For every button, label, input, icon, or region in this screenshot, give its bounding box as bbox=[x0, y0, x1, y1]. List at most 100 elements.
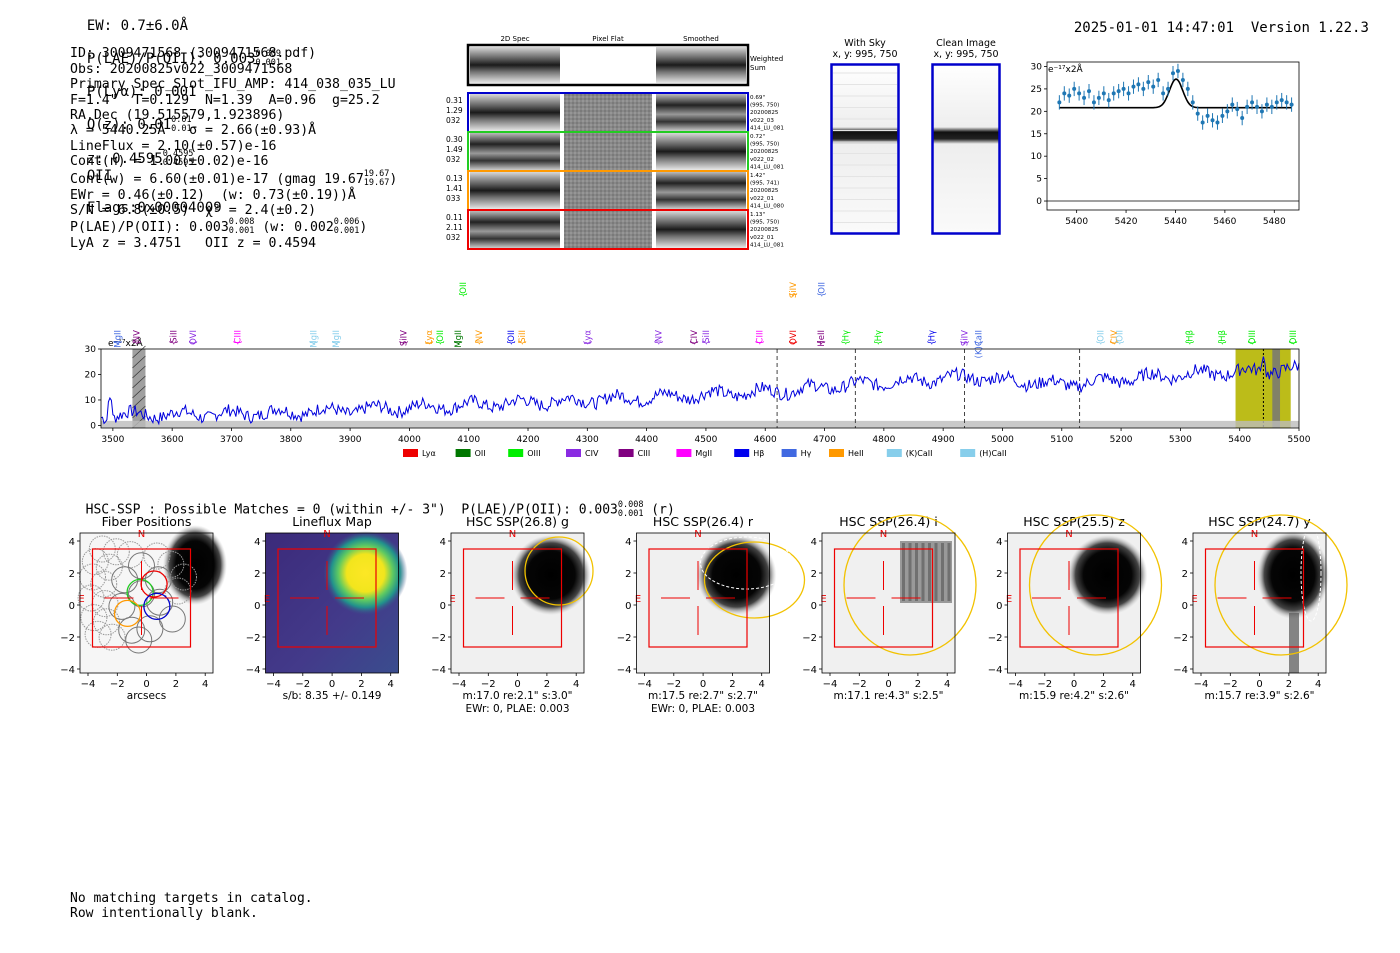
timestamp-version: 2025-01-01 14:47:01 Version 1.22.3 bbox=[1057, 4, 1369, 36]
cutout-right-label: 20200825 bbox=[750, 110, 779, 116]
hsc-caption-1: m:17.0 re:2.1" s:3.0" bbox=[463, 690, 573, 702]
fit-data-point bbox=[1255, 104, 1259, 109]
spectrum-line-brace: { bbox=[1289, 340, 1299, 345]
hsc-source-blob bbox=[696, 535, 777, 615]
hsc-ytick-label: −4 bbox=[1173, 665, 1188, 676]
spectrum-line-label: NV bbox=[475, 330, 485, 342]
fit-data-point bbox=[1205, 113, 1210, 118]
info-sn: S/N = 6.8(±0.5) χ² = 2.4(±0.2) bbox=[70, 203, 317, 219]
cutout-right-label: 0.69" bbox=[750, 95, 765, 101]
cutout-pixelflat bbox=[564, 172, 652, 209]
cutout-right-label: (995, 750) bbox=[750, 103, 779, 109]
hsc-xtick-label: 0 bbox=[143, 679, 149, 690]
hsc-bleed-stripe bbox=[921, 543, 925, 601]
with-sky-header: With Sky x, y: 995, 750 bbox=[825, 38, 905, 60]
fit-gaussian-curve bbox=[1059, 78, 1292, 109]
spectrum-line-brace: { bbox=[399, 340, 409, 345]
qz-upper: 0.01 bbox=[171, 115, 192, 125]
fiber-circle bbox=[125, 626, 153, 654]
fit-xtick-label: 5460 bbox=[1213, 217, 1236, 227]
hsc-xtick-label: 4 bbox=[573, 679, 579, 690]
spectrum-line-brace: { bbox=[332, 340, 342, 345]
z-upper: 0.4595 bbox=[162, 149, 194, 159]
detection-info: ID: 3009471568 (3009471568.pdf) Obs: 2020… bbox=[70, 31, 397, 267]
sum-label: Sum bbox=[750, 64, 766, 72]
spectrum-flux-line bbox=[100, 356, 1300, 426]
cutout-right-label: 0.72" bbox=[750, 134, 765, 140]
east-label: E bbox=[635, 594, 641, 605]
clean-coords: x, y: 995, 750 bbox=[933, 49, 999, 60]
hsc-caption-1: m:17.1 re:4.3" s:2.5" bbox=[834, 690, 944, 702]
spectrum-line-label: MgII bbox=[114, 330, 124, 348]
cutout-left-label: 0.11 bbox=[446, 213, 463, 222]
spectrum-line-brace: { bbox=[702, 340, 712, 345]
fit-unit-label: e⁻¹⁷x2Å bbox=[1048, 63, 1084, 75]
info-lambda: λ = 5440.25Å σ = 2.66(±0.93)Å bbox=[70, 123, 317, 139]
cutout-pixelflat bbox=[564, 211, 652, 248]
cutout-left-label: 0.31 bbox=[446, 96, 463, 105]
spectrum-line-brace: { bbox=[583, 340, 593, 345]
spectrum-xtick-label: 5500 bbox=[1288, 435, 1311, 445]
hsc-ytick-label: −2 bbox=[802, 633, 817, 644]
spectrum-xtick-label: 3500 bbox=[101, 435, 124, 445]
cutout-right-label: 1.42" bbox=[750, 173, 765, 179]
fit-data-point bbox=[1284, 100, 1289, 105]
fit-ytick-label: 10 bbox=[1031, 152, 1043, 162]
cutout-right-label: v022_03 bbox=[750, 118, 774, 124]
fit-data-point bbox=[1190, 100, 1195, 105]
spectrum-line-brace: { bbox=[874, 340, 884, 345]
cutout-left-label: 032 bbox=[446, 155, 461, 164]
spectrum-line-brace: { bbox=[1110, 340, 1120, 345]
spectrum-line-label: MgII bbox=[454, 330, 464, 348]
spectrum-line-label: OII bbox=[459, 282, 469, 294]
legend-label: CIII bbox=[638, 449, 651, 458]
east-label: E bbox=[78, 594, 84, 605]
east-label: E bbox=[264, 594, 270, 605]
hsc-source-blob bbox=[1067, 535, 1148, 615]
hsc-xtick-label: −2 bbox=[852, 679, 867, 690]
hsc-xtick-label: −4 bbox=[452, 679, 467, 690]
cutout-smoothed bbox=[656, 211, 746, 248]
hsc-caption-2: EWr: 0, PLAE: 0.003 bbox=[465, 703, 569, 715]
spectrum-line-brace: { bbox=[454, 340, 464, 345]
hsc-ytick-label: 2 bbox=[440, 569, 446, 580]
fit-data-point bbox=[1077, 91, 1082, 96]
hsc-caption-1: s/b: 8.35 +/- 0.149 bbox=[283, 690, 382, 702]
cutout-smoothed bbox=[656, 172, 746, 209]
spectrum-line-label: OVI bbox=[189, 330, 199, 345]
north-label: N bbox=[509, 529, 516, 540]
hsc-ytick-label: 4 bbox=[69, 537, 75, 548]
spectrum-line-brace: { bbox=[975, 340, 985, 345]
spectrum-line-brace: { bbox=[1248, 340, 1258, 345]
spectrum-xtick-label: 3900 bbox=[339, 435, 362, 445]
spectrum-line-label: NV bbox=[133, 330, 143, 342]
legend-swatch bbox=[960, 449, 976, 457]
hsc-panel-title: HSC SSP(26.4) r bbox=[653, 514, 754, 529]
hsc-xtick-label: −4 bbox=[1008, 679, 1023, 690]
spectrum-xtick-label: 5000 bbox=[991, 435, 1014, 445]
search-box bbox=[462, 548, 563, 648]
spectrum-line-brace: { bbox=[690, 340, 700, 345]
col-header-2dspec: 2D Spec bbox=[500, 35, 529, 43]
hsc-imaging-row: Fiber PositionsNE−44−22002−24−4arcsecsLi… bbox=[60, 514, 1348, 715]
hsc-xtick-label: 2 bbox=[358, 679, 364, 690]
hsc-summary-filter: (r) bbox=[651, 502, 675, 518]
spectrum-line-label: (K)CaII bbox=[975, 330, 985, 358]
fit-data-point bbox=[1146, 80, 1151, 85]
legend-swatch bbox=[403, 449, 418, 457]
fiber-circle bbox=[136, 615, 164, 643]
catalog-footer: No matching targets in catalog. Row inten… bbox=[70, 876, 313, 936]
hsc-xtick-label: −4 bbox=[1194, 679, 1209, 690]
plae-w-upper: 0.006 bbox=[333, 217, 360, 228]
with-sky-image bbox=[830, 63, 900, 235]
hsc-bleed-stripe bbox=[908, 543, 912, 601]
z-lower: 0.4595 bbox=[162, 158, 194, 168]
fit-data-point bbox=[1136, 82, 1141, 87]
spectrum-line-brace: { bbox=[818, 292, 828, 297]
spectrum-line-brace: { bbox=[789, 340, 799, 345]
spectrum-line-brace: { bbox=[789, 292, 799, 297]
